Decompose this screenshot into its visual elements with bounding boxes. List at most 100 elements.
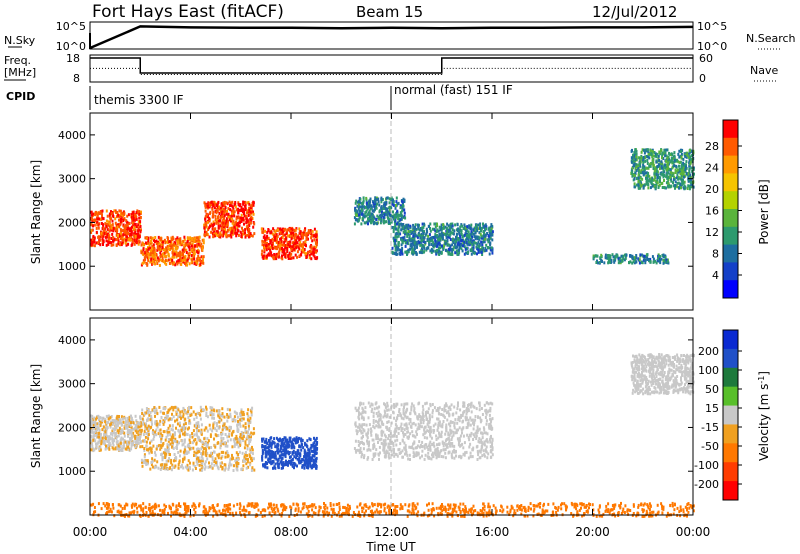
echo-cell [121, 229, 124, 233]
echo-cell [155, 407, 158, 411]
echo-cell [473, 234, 476, 238]
echo-cell [465, 241, 468, 244]
echo-cell [473, 229, 476, 232]
power-echoes [90, 148, 695, 267]
echo-cell [286, 250, 289, 253]
echo-cell [678, 186, 681, 190]
echo-cell [684, 174, 687, 178]
echo-cell [470, 232, 473, 236]
echo-cell [211, 207, 214, 211]
echo-cell [675, 164, 678, 168]
echo-cell [179, 410, 182, 414]
echo-cell [241, 226, 243, 230]
echo-cell [217, 454, 220, 458]
echo-cell [666, 260, 669, 264]
echo-cell [284, 255, 287, 258]
echo-cell [682, 175, 685, 179]
echo-cell [107, 414, 110, 418]
echo-cell [428, 243, 431, 247]
echo-cell [475, 235, 478, 239]
echo-cell [234, 201, 237, 204]
echo-cell [406, 234, 409, 238]
echo-cell [100, 234, 103, 238]
echo-cell [118, 233, 121, 237]
echo-cell [384, 207, 387, 210]
echo-cell [306, 252, 309, 256]
echo-cell [252, 457, 255, 461]
echo-cell [664, 163, 667, 167]
echo-cell [247, 435, 250, 439]
echo-cell [370, 216, 373, 220]
echo-cell [174, 437, 177, 441]
echo-cell [104, 442, 106, 446]
echo-cell [384, 212, 387, 216]
echo-cell [461, 238, 464, 242]
echo-cell [216, 203, 219, 207]
echo-cell [159, 419, 162, 423]
echo-cell [429, 236, 432, 240]
echo-cell [173, 255, 176, 259]
echo-cell [417, 231, 420, 235]
echo-cell [217, 434, 220, 437]
echo-cell [676, 185, 679, 189]
echo-cell [102, 441, 105, 445]
echo-cell [436, 240, 439, 244]
echo-cell [231, 200, 234, 204]
echo-cell [136, 236, 139, 240]
echo-cell [309, 250, 312, 253]
echo-cell [181, 241, 184, 245]
echo-cell [644, 159, 647, 163]
echo-cell [95, 210, 97, 214]
echo-cell [157, 432, 160, 436]
echo-cell [208, 217, 211, 221]
colorbar-tick-label: 4 [712, 269, 719, 282]
echo-cell [225, 427, 228, 431]
echo-cell [213, 437, 215, 441]
echo-cell [684, 154, 687, 158]
echo-cell [158, 429, 161, 433]
echo-cell [683, 180, 686, 184]
echo-cell [406, 224, 409, 228]
echo-cell [278, 241, 281, 244]
echo-cell [208, 204, 211, 208]
echo-cell [282, 227, 285, 231]
echo-cell [457, 248, 460, 252]
echo-cell [680, 150, 683, 153]
echo-cell [229, 214, 232, 218]
echo-cell [219, 464, 222, 468]
echo-cell [218, 233, 221, 237]
echo-cell [211, 455, 214, 459]
echo-cell [261, 243, 264, 247]
echo-cell [402, 230, 405, 234]
echo-cell [131, 443, 134, 447]
echo-cell [276, 247, 279, 251]
echo-cell [401, 214, 404, 218]
echo-cell [120, 421, 123, 425]
echo-cell [115, 419, 118, 423]
echo-cell [225, 219, 228, 223]
echo-cell [126, 221, 129, 225]
echo-cell [488, 235, 491, 239]
echo-cell [128, 425, 131, 428]
echo-cell [253, 468, 256, 472]
echo-cell [249, 212, 252, 216]
echo-cell [91, 442, 94, 446]
echo-cell [274, 238, 276, 241]
echo-cell [617, 256, 620, 260]
echo-cell [617, 261, 620, 265]
echo-cell [462, 227, 465, 230]
echo-cell [92, 420, 95, 424]
echo-cell [471, 246, 474, 250]
echo-cell [219, 224, 222, 228]
echo-cell [209, 224, 211, 228]
echo-cell [195, 432, 198, 436]
echo-cell [688, 161, 691, 165]
echo-cell [489, 246, 492, 250]
echo-cell [624, 256, 627, 260]
echo-cell [667, 176, 670, 180]
echo-cell [212, 224, 215, 228]
echo-cell [130, 447, 133, 451]
echo-cell [163, 252, 166, 255]
echo-cell [125, 232, 128, 236]
